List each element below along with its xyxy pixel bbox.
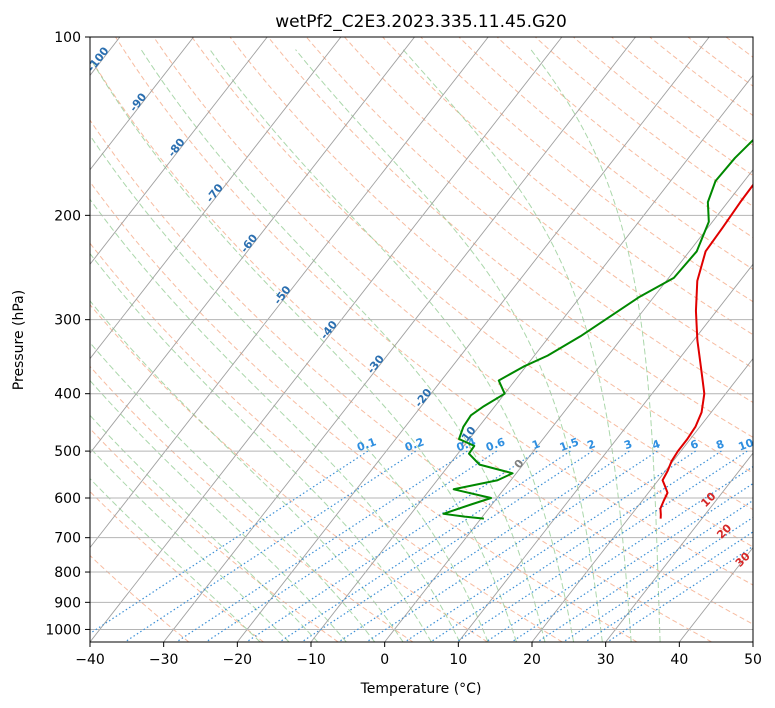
mixing-ratio-label: 1	[530, 437, 542, 452]
temperature-line	[659, 183, 753, 519]
mixing-ratio-line	[205, 450, 498, 642]
y-tick-label: 1000	[45, 622, 81, 638]
dry-adiabat	[90, 365, 414, 642]
x-tick-label: 50	[744, 652, 762, 668]
isotherm-line	[90, 37, 268, 265]
y-tick-label: 400	[54, 387, 81, 403]
chart-title: wetPf2_C2E3.2023.335.11.45.G20	[275, 12, 567, 32]
mixing-ratio-label: 3	[622, 437, 634, 452]
mixing-ratio-label: 0.6	[484, 435, 507, 454]
mixing-ratio-line	[279, 450, 571, 642]
x-tick-label: −40	[75, 652, 105, 668]
isotherm-line	[384, 169, 753, 642]
dry-adiabat	[534, 37, 753, 207]
x-tick-label: 0	[380, 652, 389, 668]
dry-adiabat	[115, 37, 753, 586]
mixing-ratio-line	[124, 450, 417, 642]
y-tick-label: 200	[54, 208, 81, 224]
dry-adiabat	[90, 427, 339, 642]
x-tick-label: 30	[597, 652, 615, 668]
x-axis-label: Temperature (°C)	[360, 681, 482, 697]
moist-adiabat	[209, 49, 575, 642]
moist-adiabat	[90, 414, 319, 642]
moist-adiabat	[90, 252, 432, 642]
y-tick-label: 600	[54, 491, 81, 507]
mixing-ratio-line	[584, 531, 753, 642]
moist-adiabat	[90, 134, 489, 642]
dry-adiabat	[267, 37, 753, 438]
mixing-ratio-label: 0.2	[403, 435, 426, 454]
mixing-ratio-line	[246, 450, 538, 642]
mixing-ratio-label: 0.1	[355, 435, 378, 454]
dry-adiabat	[344, 37, 753, 369]
mixing-ratio-line	[430, 450, 722, 642]
mixing-ratio-line	[562, 516, 753, 642]
moist-adiabat	[90, 477, 261, 642]
mixing-ratio-label: 10	[737, 436, 756, 454]
dewpoint-line	[442, 138, 753, 520]
isotherm-line	[90, 37, 194, 171]
moist-adiabat	[91, 61, 517, 642]
mixing-ratio-line	[607, 545, 753, 642]
mixing-ratio-line	[511, 482, 753, 642]
mixing-ratio-label: 2	[585, 437, 597, 452]
isotherm-line	[605, 452, 753, 642]
mixing-ratio-line	[485, 465, 753, 642]
plot-frame	[89, 36, 754, 643]
moist-adiabat	[140, 49, 546, 642]
mixing-ratio-label: 8	[714, 437, 726, 452]
mixing-ratio-line	[338, 450, 630, 642]
x-tick-label: 40	[670, 652, 688, 668]
mixing-ratio-label: 6	[689, 437, 701, 452]
isotherm-line	[90, 37, 342, 360]
dry-adiabat	[458, 37, 753, 270]
mixing-ratio-label: 1.5	[558, 435, 581, 454]
moist-adiabat	[90, 447, 290, 642]
x-tick-label: 10	[449, 652, 467, 668]
isotherm-line	[457, 263, 753, 642]
dry-adiabat	[153, 37, 753, 548]
dry-adiabat	[305, 37, 753, 404]
isotherm-line	[90, 37, 415, 454]
isotherm-line	[310, 74, 753, 642]
y-tick-label: 300	[54, 313, 81, 329]
axis-ticks: −40 −30 −20 −10 0 10 20 30 40 5010020030040050060…	[45, 30, 762, 668]
mixing-ratio-line	[456, 450, 748, 642]
dry-adiabat	[191, 37, 753, 511]
mixing-ratio-line	[176, 450, 468, 642]
x-tick-label: −10	[296, 652, 326, 668]
y-axis-label: Pressure (hPa)	[11, 290, 27, 390]
mixing-ratio-line	[301, 450, 593, 642]
isotherm-line	[90, 37, 489, 549]
isotherm-line	[531, 357, 753, 642]
y-tick-label: 900	[54, 595, 81, 611]
y-tick-label: 800	[54, 565, 81, 581]
series-layer	[442, 138, 753, 520]
moist-adiabat	[90, 198, 461, 642]
mixing-ratio-line	[366, 450, 658, 642]
isotherm-line	[90, 37, 563, 642]
background-lines	[90, 37, 753, 642]
y-tick-label: 700	[54, 531, 81, 547]
mixing-ratio-line	[90, 450, 369, 635]
dry-adiabat	[573, 37, 753, 177]
x-tick-label: −30	[149, 652, 179, 668]
x-tick-label: −20	[223, 652, 253, 668]
moist-adiabat	[295, 49, 603, 642]
moist-adiabat	[90, 341, 376, 642]
dry-adiabat	[90, 303, 488, 642]
moist-adiabat	[90, 300, 404, 642]
x-tick-label: 20	[523, 652, 541, 668]
isotherm-line	[163, 37, 636, 642]
mixing-ratio-label: 4	[650, 437, 662, 452]
dry-adiabat	[90, 119, 712, 642]
y-tick-label: 100	[54, 30, 81, 46]
mixing-ratio-line	[537, 499, 753, 642]
dry-adiabat	[382, 37, 753, 336]
isotherm-line	[236, 37, 710, 642]
y-tick-label: 500	[54, 444, 81, 460]
mixing-ratio-line	[404, 450, 696, 642]
